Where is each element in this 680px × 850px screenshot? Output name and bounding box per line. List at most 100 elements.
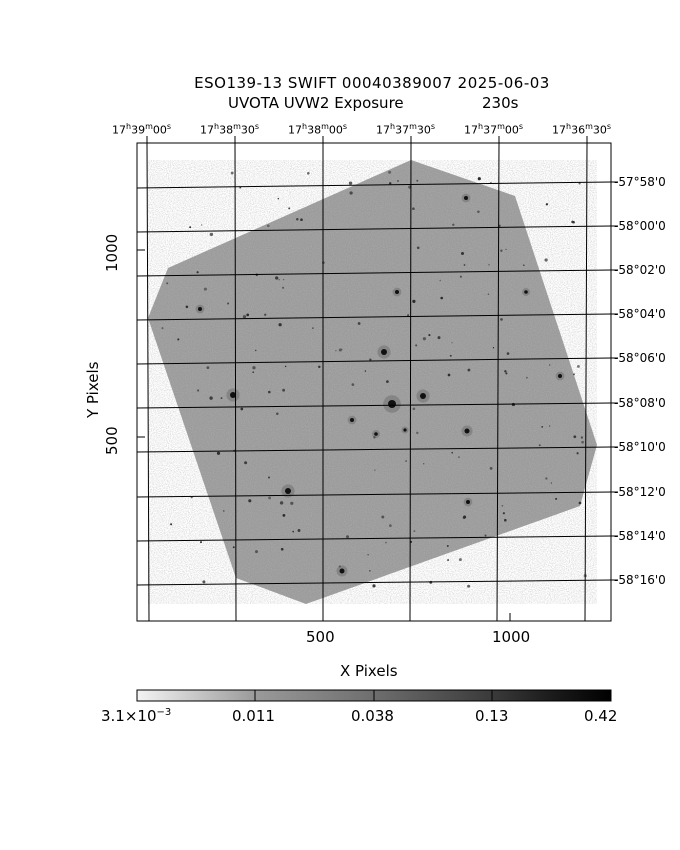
faint-star: [449, 354, 452, 357]
dec-tick: -58°16'0: [614, 573, 666, 587]
faint-star: [227, 302, 230, 305]
faint-star: [538, 444, 541, 447]
faint-star: [335, 350, 337, 352]
faint-star: [341, 348, 343, 350]
ra-tick: 17h37m30s: [376, 122, 436, 137]
ra-tick: 17h39m00s: [112, 122, 172, 137]
faint-star: [416, 431, 419, 435]
faint-star: [206, 366, 210, 369]
faint-star: [266, 224, 270, 228]
star: [420, 393, 426, 399]
faint-star: [279, 501, 284, 505]
dec-tick: -58°06'0: [614, 351, 666, 365]
star: [198, 307, 202, 311]
y-tick-label: 500: [103, 426, 121, 455]
faint-star: [423, 463, 425, 465]
star: [524, 290, 528, 294]
faint-star: [297, 529, 301, 532]
dec-tick: -58°14'0: [614, 529, 666, 543]
faint-star: [504, 370, 507, 373]
star: [464, 428, 470, 434]
faint-star: [189, 226, 192, 229]
star: [466, 500, 470, 504]
faint-star: [463, 515, 467, 519]
star: [230, 392, 236, 398]
faint-star: [264, 313, 267, 316]
faint-star: [290, 501, 294, 505]
exposure-time: 230s: [482, 94, 519, 112]
faint-star: [318, 365, 321, 369]
dec-tick: -58°08'0: [614, 396, 666, 410]
faint-star: [447, 373, 451, 377]
faint-star: [161, 327, 164, 330]
faint-star: [446, 545, 449, 547]
star: [285, 488, 291, 494]
faint-star: [282, 388, 285, 392]
faint-star: [296, 218, 299, 221]
faint-star: [242, 315, 247, 319]
faint-star: [477, 210, 480, 213]
faint-star: [357, 322, 361, 325]
faint-star: [437, 336, 441, 340]
faint-star: [275, 276, 279, 280]
star: [388, 400, 396, 408]
faint-star: [501, 504, 504, 507]
x-tick-label: 500: [306, 628, 335, 646]
faint-star: [578, 182, 581, 185]
faint-star: [244, 461, 248, 465]
dec-tick: -58°00'0: [614, 219, 666, 233]
faint-star: [405, 460, 407, 462]
faint-star: [573, 435, 577, 439]
faint-star: [576, 364, 580, 368]
star: [350, 418, 354, 422]
faint-star: [412, 207, 415, 211]
ra-tick: 17h38m00s: [288, 122, 348, 137]
faint-star: [439, 279, 441, 282]
faint-star: [267, 390, 271, 394]
faint-star: [209, 232, 214, 237]
faint-star: [487, 293, 490, 295]
faint-star: [413, 530, 416, 533]
faint-star: [220, 397, 223, 400]
faint-star: [300, 218, 303, 222]
faint-star: [505, 372, 508, 375]
faint-star: [416, 179, 419, 182]
faint-star: [232, 546, 235, 549]
faint-star: [458, 558, 462, 562]
star-field: [161, 170, 587, 588]
faint-star: [230, 171, 234, 175]
colorbar-label: 0.42: [584, 707, 618, 725]
faint-star: [282, 514, 286, 517]
faint-star: [254, 349, 257, 352]
faint-star: [389, 524, 392, 527]
faint-star: [282, 286, 285, 289]
faint-star: [549, 364, 551, 366]
faint-star: [252, 371, 255, 374]
faint-star: [278, 279, 280, 281]
faint-star: [525, 376, 528, 379]
faint-star: [202, 580, 206, 584]
faint-star: [549, 425, 551, 427]
ra-tick: 17h36m30s: [552, 122, 612, 137]
faint-star: [572, 373, 576, 376]
faint-star: [581, 440, 584, 444]
faint-star: [203, 287, 207, 291]
faint-star: [268, 476, 270, 479]
faint-star: [388, 170, 392, 174]
faint-star: [216, 451, 221, 455]
faint-star: [209, 396, 213, 400]
faint-star: [374, 469, 376, 471]
faint-star: [282, 278, 285, 281]
faint-star: [369, 358, 372, 361]
star: [381, 349, 387, 355]
faint-star: [196, 271, 199, 274]
faint-star: [451, 342, 453, 344]
x-tick-label: 1000: [492, 628, 531, 646]
faint-star: [500, 318, 503, 321]
image-title: ESO139-13 SWIFT 00040389007 2025-06-03: [194, 74, 550, 92]
colorbar-label: 0.038: [351, 707, 394, 725]
faint-star: [484, 534, 487, 537]
colorbar-label: 0.011: [232, 707, 275, 725]
faint-star: [541, 426, 544, 428]
star: [339, 568, 345, 574]
